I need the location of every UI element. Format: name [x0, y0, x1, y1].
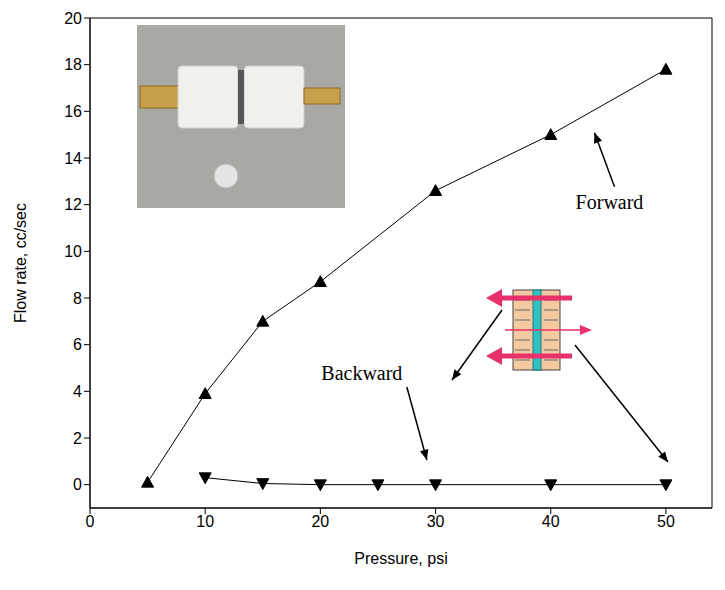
svg-text:30: 30: [427, 513, 445, 530]
svg-text:10: 10: [196, 513, 214, 530]
svg-text:Flow rate, cc/sec: Flow rate, cc/sec: [12, 203, 29, 323]
svg-text:20: 20: [311, 513, 329, 530]
svg-text:Forward: Forward: [576, 191, 644, 213]
svg-text:0: 0: [86, 513, 95, 530]
svg-text:4: 4: [73, 383, 82, 400]
svg-text:20: 20: [64, 10, 82, 27]
svg-text:50: 50: [657, 513, 675, 530]
svg-text:16: 16: [64, 103, 82, 120]
svg-text:12: 12: [64, 196, 82, 213]
svg-text:18: 18: [64, 56, 82, 73]
svg-text:14: 14: [64, 150, 82, 167]
svg-text:10: 10: [64, 243, 82, 260]
svg-text:Pressure, psi: Pressure, psi: [354, 550, 447, 567]
svg-text:Backward: Backward: [321, 362, 402, 384]
svg-text:2: 2: [73, 430, 82, 447]
svg-text:6: 6: [73, 336, 82, 353]
svg-text:0: 0: [73, 476, 82, 493]
svg-text:8: 8: [73, 290, 82, 307]
svg-text:40: 40: [542, 513, 560, 530]
